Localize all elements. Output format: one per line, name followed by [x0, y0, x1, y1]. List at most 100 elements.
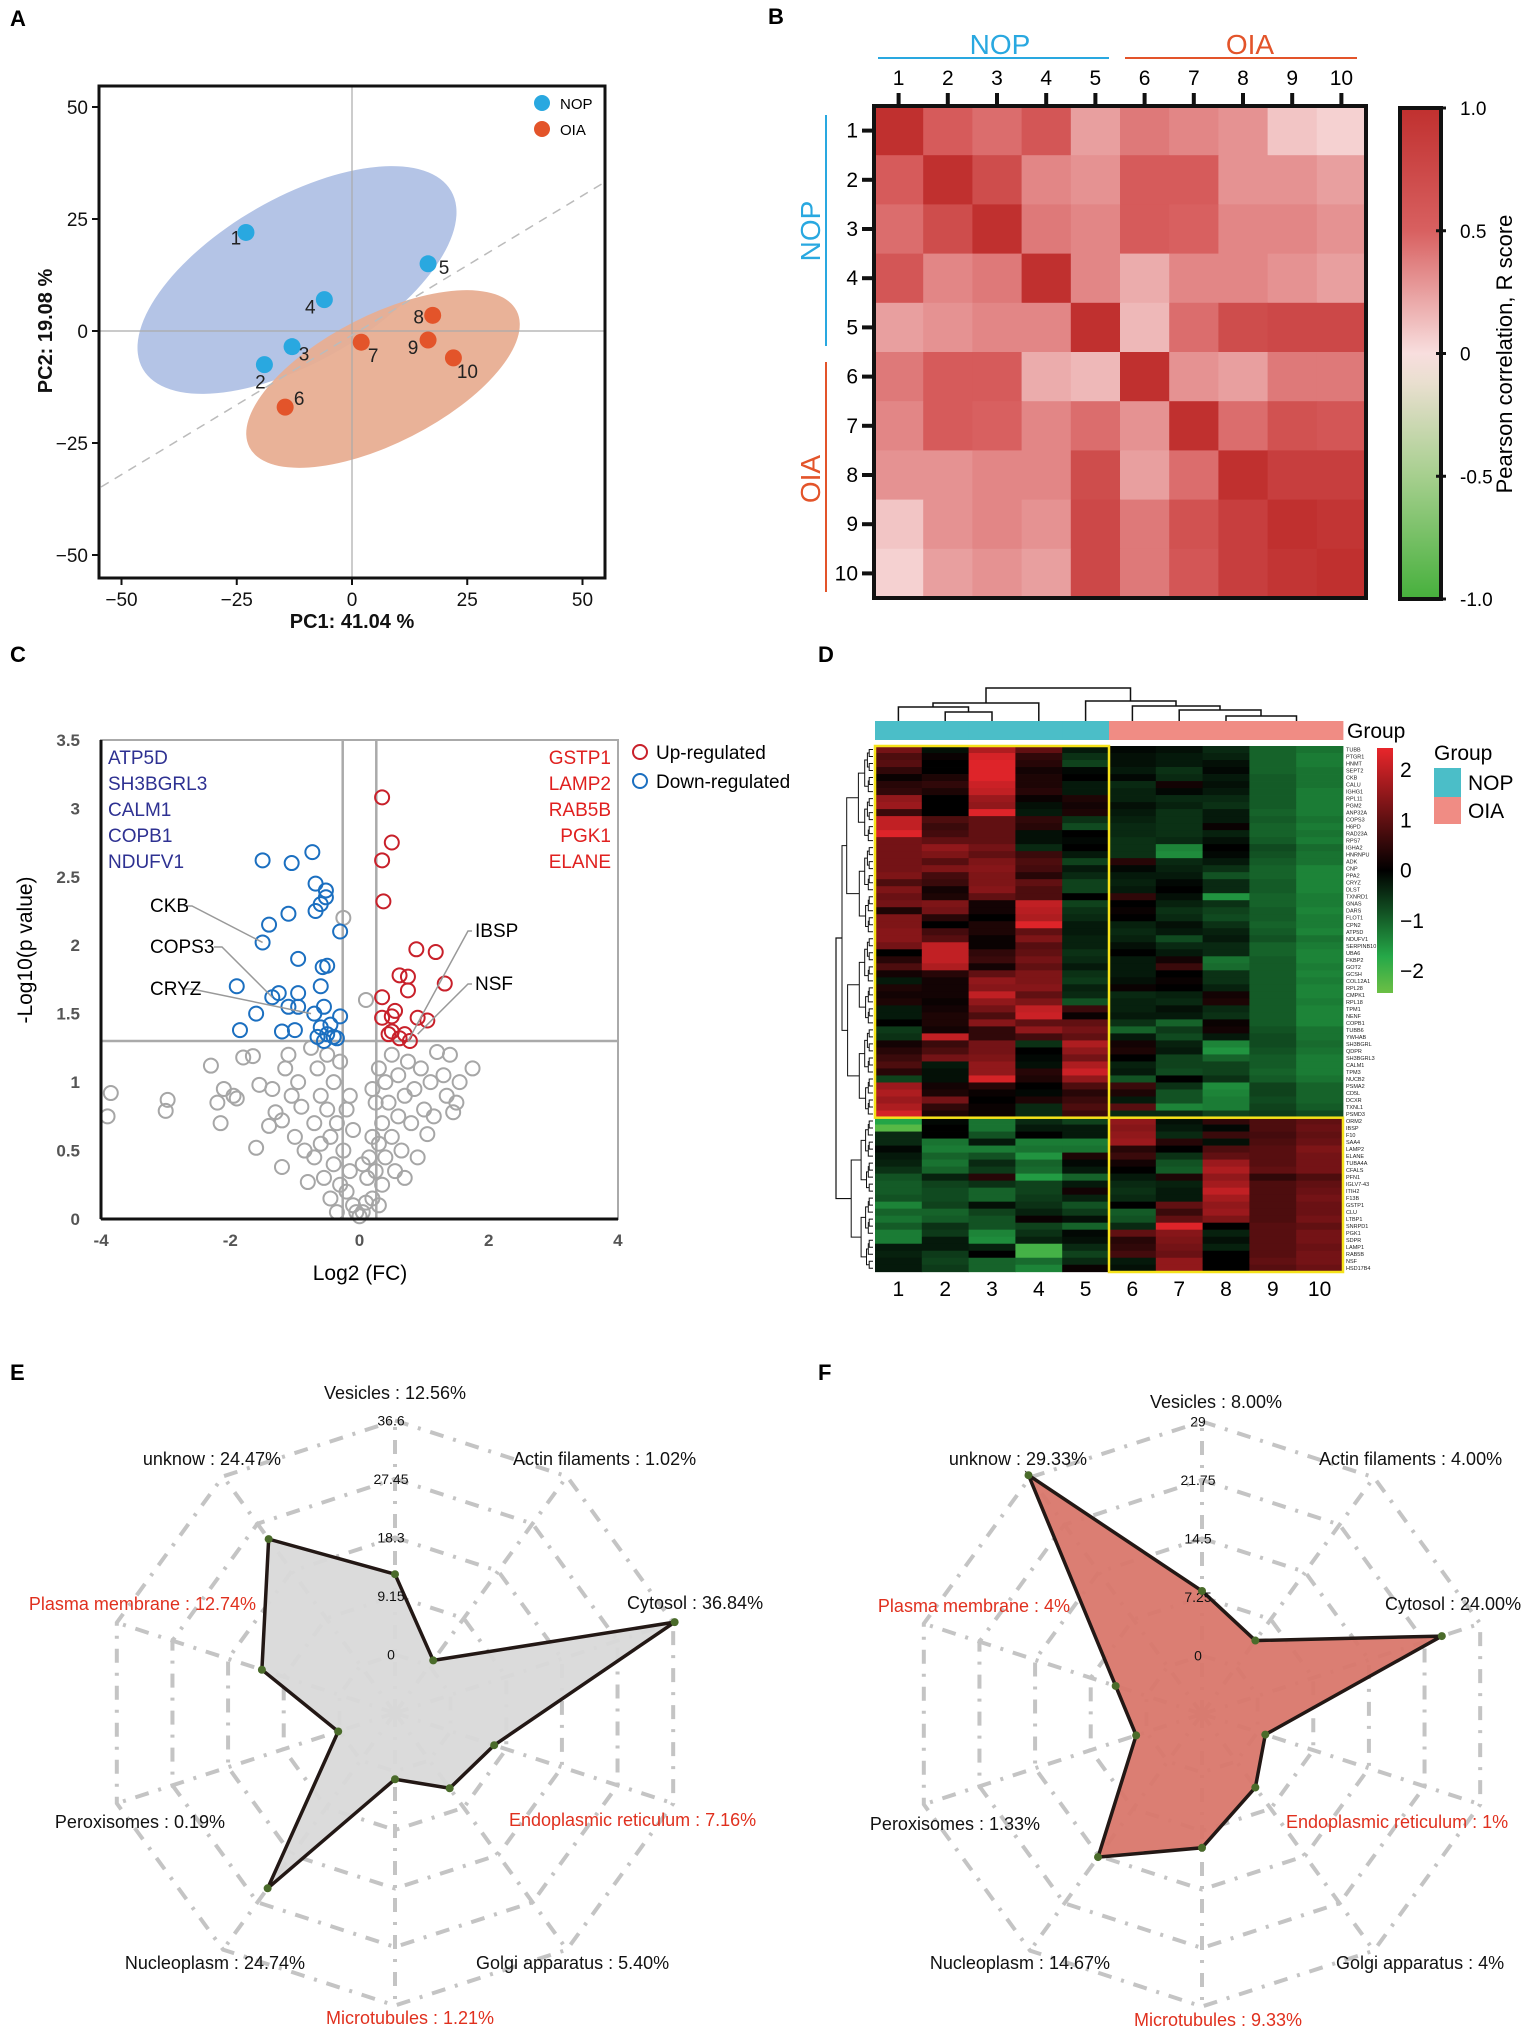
column-label: 7: [1173, 1278, 1185, 1301]
expression-cell: [1109, 816, 1157, 824]
expression-cell: [921, 1166, 969, 1175]
expression-cell: [921, 1047, 969, 1055]
expression-cell: [921, 1033, 969, 1041]
expression-cell: [875, 1005, 923, 1013]
correlation-cell: [874, 204, 924, 255]
expression-cell: [875, 991, 923, 999]
row-label: 8: [846, 464, 858, 487]
nonsignificant-point: [261, 1117, 278, 1134]
expression-cell: [1015, 1222, 1063, 1231]
expression-cell: [921, 851, 969, 859]
cluster-box-oia-up: [1107, 1116, 1345, 1274]
expression-cell: [921, 753, 969, 761]
expression-cell: [1202, 879, 1250, 887]
column-label: 5: [1080, 1278, 1092, 1301]
nonsignificant-point: [396, 1169, 413, 1186]
expression-cell: [1296, 1264, 1344, 1273]
expression-cell: [1296, 1159, 1344, 1167]
expression-cell: [968, 914, 1016, 922]
expression-cell: [968, 893, 1016, 901]
expression-cell: [1249, 837, 1297, 845]
radar-data-point: [1198, 1586, 1206, 1595]
expression-cell: [1202, 921, 1250, 929]
nonsignificant-point: [406, 1080, 423, 1097]
expression-cell: [1249, 942, 1297, 950]
gene-label: ITIH2: [1346, 1189, 1359, 1195]
column-label: 9: [1286, 67, 1298, 90]
y-tick-label: −50: [56, 546, 88, 567]
sample-label: 4: [305, 298, 316, 319]
expression-cell: [1015, 1201, 1063, 1210]
nonsignificant-point: [351, 1208, 368, 1225]
expression-cell: [968, 753, 1016, 761]
correlation-cell: [972, 204, 1023, 255]
down-regulated-point: [314, 959, 331, 976]
expression-cell: [968, 1236, 1016, 1245]
axis-label-cytosol: Cytosol : 24.00%: [1385, 1594, 1521, 1614]
group-bar-segment: [921, 721, 969, 740]
up-regulated-point: [401, 1033, 418, 1050]
correlation-cell: [1120, 450, 1170, 501]
correlation-cell: [1169, 401, 1219, 451]
group-bar-segment: [1109, 721, 1157, 740]
x-tick-label: −50: [105, 590, 137, 611]
sample-label: 8: [413, 307, 424, 328]
panel-label-b: B: [768, 4, 784, 29]
expression-cell: [1015, 1110, 1063, 1118]
expression-cell: [921, 746, 969, 754]
axis-label-microtubules: Microtubules : 1.21%: [326, 2008, 494, 2028]
sample-point-8: [424, 306, 442, 324]
expression-cell: [1109, 1005, 1157, 1013]
expression-cell: [1155, 1082, 1203, 1090]
expression-cell: [1109, 984, 1157, 992]
expression-cell: [1202, 1229, 1250, 1238]
expression-cell: [1062, 746, 1110, 754]
up-regulated-point: [383, 1008, 400, 1025]
expression-cell: [921, 1236, 969, 1245]
expression-cell: [1109, 900, 1157, 908]
expression-cell: [1155, 760, 1203, 768]
expression-cell: [1249, 1012, 1297, 1020]
expression-cell: [1249, 935, 1297, 943]
nonsignificant-point: [102, 1085, 119, 1102]
expression-cell: [875, 984, 923, 992]
up-regulated-point: [408, 941, 425, 958]
expression-cell: [921, 1201, 969, 1210]
annotation-label-cryz: CRYZ: [150, 979, 202, 1000]
expression-cell: [1202, 802, 1250, 810]
expression-cell: [1249, 1103, 1297, 1111]
radar-data-point: [1024, 1471, 1033, 1480]
sample-point-7: [352, 333, 370, 351]
gene-label: GCSH: [1346, 972, 1362, 978]
colorbar-tick-label: 0: [1460, 345, 1471, 366]
y-tick-label: 3.5: [56, 731, 80, 750]
radar-data-point: [490, 1741, 499, 1750]
legend-oia-marker: [534, 121, 550, 137]
up-regulated-point: [380, 1026, 397, 1043]
correlation-cell: [923, 450, 973, 501]
expression-cell: [1155, 921, 1203, 929]
expression-cell: [1109, 970, 1157, 978]
expression-cell: [1249, 907, 1297, 915]
expression-cell: [921, 1124, 969, 1132]
correlation-cell: [1070, 352, 1121, 402]
expression-cell: [1249, 1040, 1297, 1048]
expression-cell: [968, 858, 1016, 866]
correlation-cell: [1267, 302, 1318, 353]
expression-cell: [921, 1096, 969, 1104]
colorbar-tick-label: 2: [1400, 759, 1412, 782]
correlation-cell: [1316, 499, 1367, 550]
x-tick-label: -4: [94, 1231, 110, 1250]
expression-cell: [968, 774, 1016, 782]
expression-cell: [1155, 1215, 1203, 1224]
expression-cell: [921, 1005, 969, 1013]
expression-cell: [1062, 1250, 1110, 1259]
correlation-cell: [1218, 548, 1269, 599]
up-regulated-point: [383, 834, 400, 851]
row-label: 10: [835, 562, 858, 585]
expression-cell: [1296, 886, 1344, 894]
row-label: 5: [846, 316, 858, 339]
annotation-leader-line: [214, 946, 273, 998]
nonsignificant-point: [159, 1091, 176, 1108]
expression-cell: [1155, 753, 1203, 761]
